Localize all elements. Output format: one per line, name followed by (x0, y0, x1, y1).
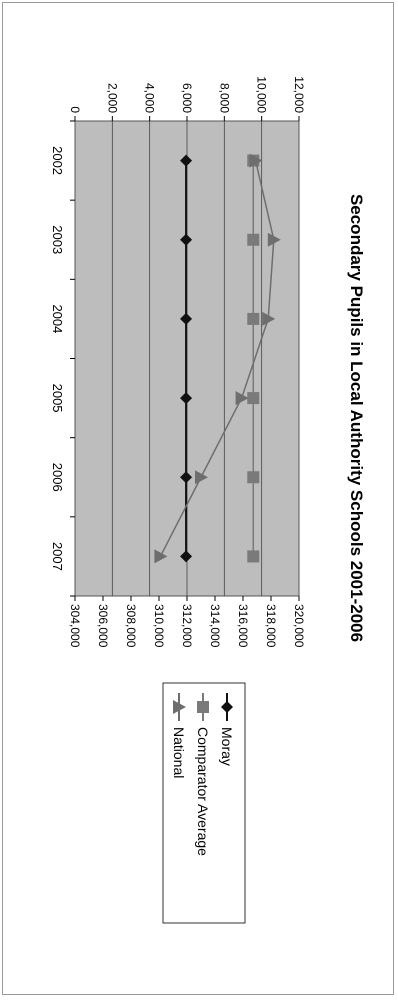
national-point (195, 470, 208, 485)
national-line (159, 160, 275, 557)
legend-label-national: National (171, 727, 187, 778)
category-label: 2006 (50, 463, 65, 492)
primary-tick-label: 0 (68, 106, 82, 113)
secondary-tick-label: 320,000 (292, 604, 306, 648)
secondary-tick-label: 312,000 (180, 604, 194, 648)
primary-tick-label: 12,000 (292, 76, 306, 113)
legend-marker-national (173, 700, 186, 714)
category-label: 2005 (50, 384, 65, 413)
legend-box (162, 682, 246, 924)
national-point (267, 232, 281, 247)
secondary-tick-label: 314,000 (208, 604, 222, 648)
moray-point (180, 550, 193, 563)
chart-title: Secondary Pupils in Local Authority Scho… (347, 194, 366, 642)
legend-marker-moray (221, 701, 233, 713)
moray-point (180, 392, 193, 405)
line-chart: Secondary Pupils in Local Authority Scho… (50, 76, 366, 924)
legend-label-moray: Moray (219, 727, 235, 766)
moray-point (180, 471, 193, 484)
national-point (235, 391, 249, 406)
primary-tick-label: 10,000 (255, 76, 269, 113)
chart-frame: Secondary Pupils in Local Authority Scho… (2, 2, 394, 995)
moray-point (180, 233, 193, 246)
comparator-average-point (247, 392, 260, 405)
secondary-tick-label: 304,000 (68, 604, 82, 648)
category-label: 2002 (50, 146, 65, 175)
primary-tick-label: 8,000 (217, 83, 231, 113)
legend-label-comparator-average: Comparator Average (195, 727, 211, 856)
primary-tick-label: 4,000 (143, 83, 157, 113)
comparator-average-point (247, 550, 260, 563)
secondary-tick-label: 306,000 (96, 604, 110, 648)
secondary-tick-label: 310,000 (152, 604, 166, 648)
primary-tick-label: 2,000 (105, 83, 119, 113)
secondary-tick-label: 316,000 (236, 604, 250, 648)
category-label: 2004 (50, 304, 65, 333)
national-point (262, 311, 276, 326)
comparator-average-point (247, 471, 260, 484)
legend-marker-comparator-average (197, 701, 209, 713)
moray-point (180, 154, 193, 167)
primary-tick-label: 6,000 (180, 83, 194, 113)
category-label: 2007 (50, 542, 65, 571)
comparator-average-point (247, 312, 260, 325)
secondary-tick-label: 308,000 (124, 604, 138, 648)
category-label: 2003 (50, 225, 65, 254)
moray-point (180, 312, 193, 325)
legend: Moray Comparator Average National (162, 682, 246, 924)
comparator-average-point (247, 233, 260, 246)
national-point (249, 153, 263, 168)
secondary-tick-label: 318,000 (264, 604, 278, 648)
national-point (154, 549, 168, 564)
